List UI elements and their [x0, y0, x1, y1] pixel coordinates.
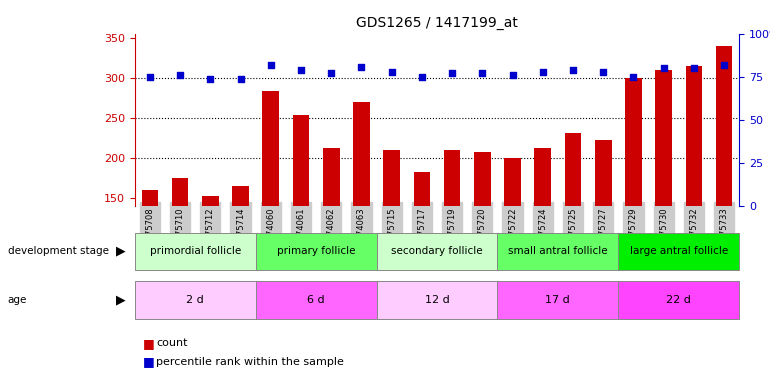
- Bar: [135, 232, 256, 270]
- Bar: [625, 78, 641, 206]
- Bar: [233, 186, 249, 206]
- Text: ■: ■: [142, 337, 154, 350]
- Point: [507, 72, 519, 78]
- Point: [597, 69, 609, 75]
- Point: [476, 70, 488, 76]
- Text: secondary follicle: secondary follicle: [391, 246, 483, 256]
- Point: [718, 62, 730, 68]
- Bar: [323, 148, 340, 206]
- Bar: [564, 133, 581, 206]
- Bar: [497, 281, 618, 319]
- Point: [446, 70, 458, 76]
- Point: [567, 67, 579, 73]
- Bar: [353, 102, 370, 206]
- Bar: [685, 66, 702, 206]
- Bar: [655, 70, 672, 206]
- Bar: [716, 46, 732, 206]
- Bar: [377, 232, 497, 270]
- Point: [537, 69, 549, 75]
- Point: [688, 65, 700, 71]
- Text: percentile rank within the sample: percentile rank within the sample: [156, 357, 344, 367]
- Bar: [534, 148, 551, 206]
- Bar: [172, 178, 189, 206]
- Bar: [256, 281, 377, 319]
- Point: [204, 76, 216, 82]
- Title: GDS1265 / 1417199_at: GDS1265 / 1417199_at: [356, 16, 518, 30]
- Text: primordial follicle: primordial follicle: [149, 246, 241, 256]
- Text: count: count: [156, 338, 188, 348]
- Bar: [377, 281, 497, 319]
- Text: development stage: development stage: [8, 246, 109, 256]
- Point: [174, 72, 186, 78]
- Point: [144, 74, 156, 80]
- Bar: [142, 190, 158, 206]
- Bar: [618, 281, 739, 319]
- Bar: [202, 196, 219, 206]
- Point: [416, 74, 428, 80]
- Bar: [497, 232, 618, 270]
- Text: age: age: [8, 295, 27, 305]
- Bar: [504, 158, 521, 206]
- Text: primary follicle: primary follicle: [277, 246, 355, 256]
- Text: 17 d: 17 d: [545, 295, 571, 305]
- Text: ■: ■: [142, 356, 154, 368]
- Bar: [413, 172, 430, 206]
- Bar: [474, 152, 490, 206]
- Bar: [293, 115, 310, 206]
- Point: [355, 63, 367, 69]
- Point: [265, 62, 277, 68]
- Bar: [263, 91, 279, 206]
- Text: 6 d: 6 d: [307, 295, 325, 305]
- Text: small antral follicle: small antral follicle: [508, 246, 608, 256]
- Point: [628, 74, 640, 80]
- Text: 2 d: 2 d: [186, 295, 204, 305]
- Point: [658, 65, 670, 71]
- Point: [386, 69, 398, 75]
- Text: ▶: ▶: [116, 294, 126, 306]
- Bar: [135, 281, 256, 319]
- Text: 22 d: 22 d: [666, 295, 691, 305]
- Bar: [383, 150, 400, 206]
- Text: ▶: ▶: [116, 245, 126, 258]
- Point: [234, 76, 246, 82]
- Point: [325, 70, 337, 76]
- Bar: [595, 141, 611, 206]
- Text: large antral follicle: large antral follicle: [630, 246, 728, 256]
- Text: 12 d: 12 d: [424, 295, 450, 305]
- Point: [295, 67, 307, 73]
- Bar: [618, 232, 739, 270]
- Bar: [444, 150, 460, 206]
- Bar: [256, 232, 377, 270]
